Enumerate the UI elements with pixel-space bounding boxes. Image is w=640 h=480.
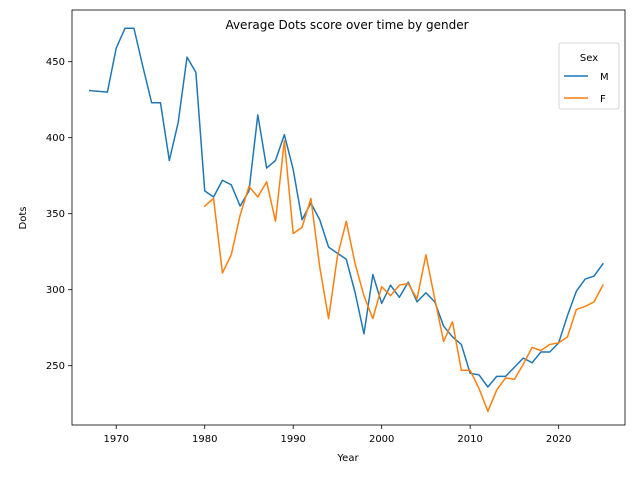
legend-label-f: F: [600, 94, 606, 105]
plot-frame: [71, 9, 626, 426]
legend-title: Sex: [580, 53, 598, 64]
x-tick-label: 1990: [280, 434, 305, 445]
chart-title: Average Dots score over time by gender: [225, 18, 468, 32]
y-tick-label: 400: [46, 133, 65, 144]
x-axis-label: Year: [336, 453, 359, 464]
y-axis-label: Dots: [18, 207, 29, 230]
legend-label-m: M: [600, 72, 609, 83]
legend: Sex M F: [558, 42, 620, 110]
y-tick-label: 300: [46, 285, 65, 296]
x-tick-label: 2000: [369, 434, 394, 445]
x-tick-label: 1970: [104, 434, 129, 445]
y-axis: 250 300 350 400 450: [46, 57, 72, 372]
series-line-m: [88, 27, 604, 388]
x-tick-label: 2010: [457, 434, 482, 445]
y-tick-label: 250: [46, 361, 65, 372]
x-axis: 1970 1980 1990 2000 2010 2020: [104, 425, 571, 445]
y-tick-label: 350: [46, 209, 65, 220]
series-line-f: [203, 139, 604, 413]
series-group: [88, 27, 604, 413]
x-tick-label: 2020: [546, 434, 571, 445]
y-tick-label: 450: [46, 57, 65, 68]
legend-box: [558, 42, 620, 110]
x-tick-label: 1980: [192, 434, 217, 445]
